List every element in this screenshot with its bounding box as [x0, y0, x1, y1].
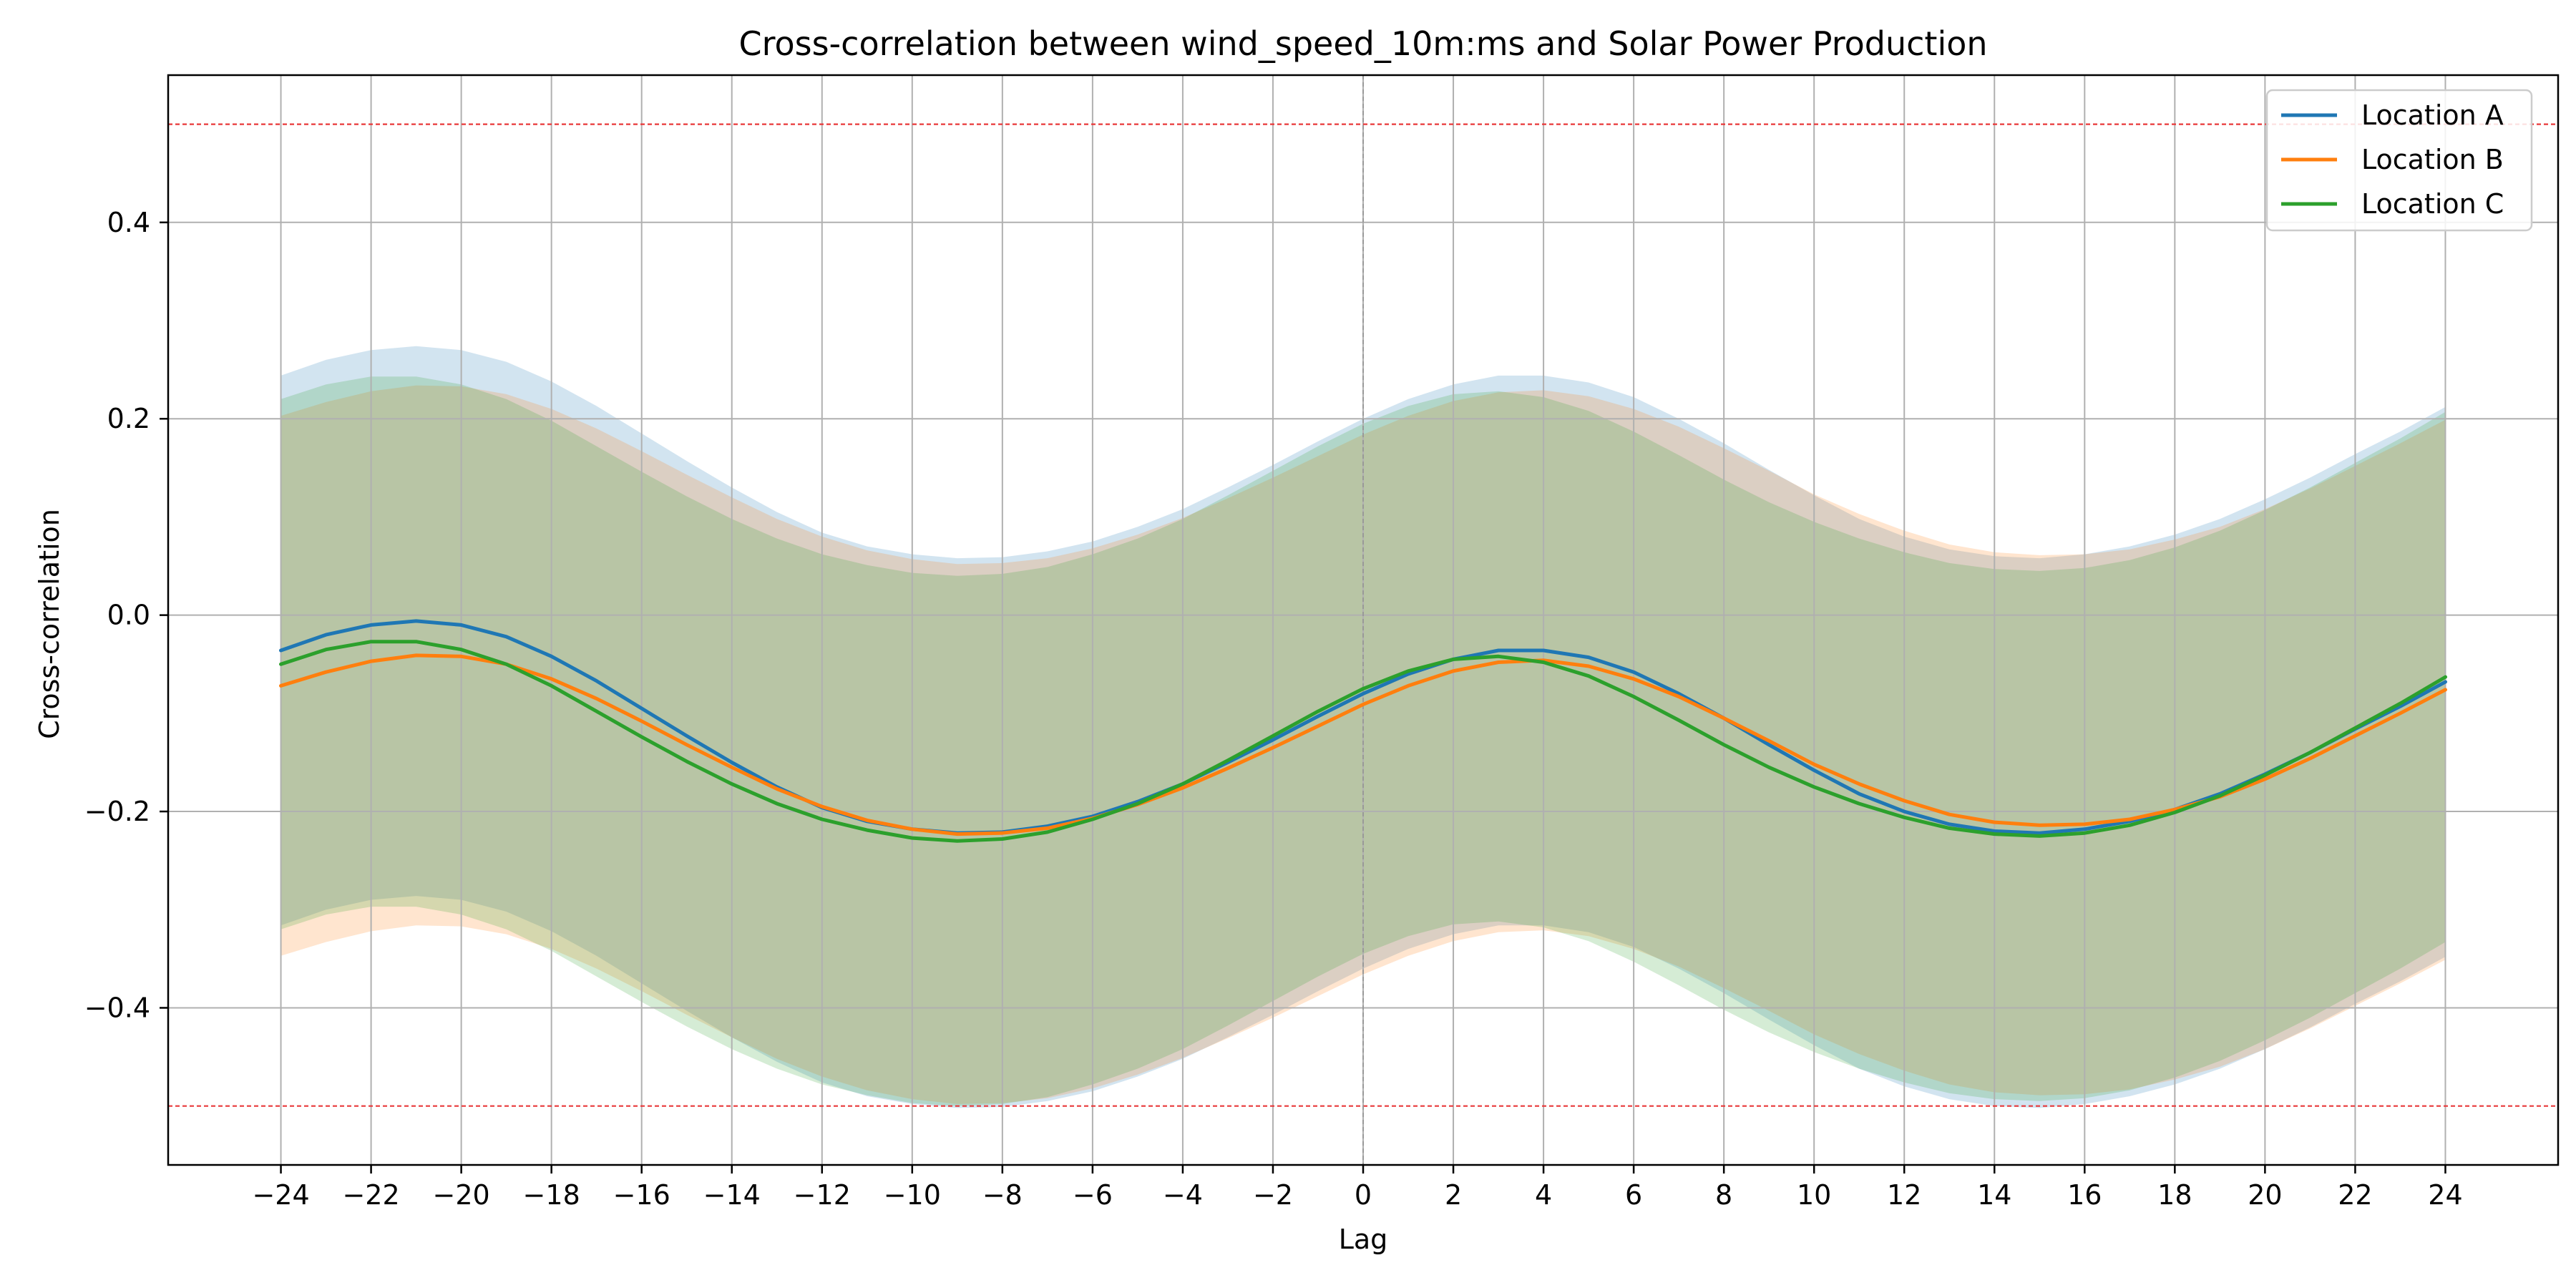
- y-tick-label: 0.0: [107, 600, 150, 631]
- x-tick-label: 24: [2428, 1179, 2462, 1211]
- x-tick-label: 22: [2338, 1179, 2372, 1211]
- x-axis-title: Lag: [1339, 1224, 1388, 1255]
- series-line-1: [279, 619, 2447, 835]
- x-tick-label: −24: [252, 1179, 309, 1211]
- reference-lines: [168, 75, 2558, 1165]
- series-lines: [279, 619, 2447, 843]
- y-axis-title: Cross-correlation: [34, 509, 65, 739]
- x-tick-label: −6: [1073, 1179, 1113, 1211]
- series-line-2: [279, 653, 2447, 836]
- x-tick-label: −2: [1253, 1179, 1293, 1211]
- legend-label-3: Location C: [2361, 188, 2504, 220]
- x-tick-label: 20: [2248, 1179, 2282, 1211]
- x-tick-label: −14: [703, 1179, 761, 1211]
- x-tick-label: 2: [1445, 1179, 1462, 1211]
- x-tick-label: −16: [613, 1179, 670, 1211]
- x-tick-label: −4: [1163, 1179, 1203, 1211]
- x-tick-label: −8: [982, 1179, 1023, 1211]
- x-tick-label: −22: [342, 1179, 399, 1211]
- x-tick-label: −18: [523, 1179, 580, 1211]
- y-tick-label: 0.4: [107, 207, 150, 238]
- x-tick-label: 0: [1355, 1179, 1372, 1211]
- x-tick-label: 8: [1715, 1179, 1732, 1211]
- y-tick-label: 0.2: [107, 403, 150, 434]
- grid-lines: [168, 75, 2558, 1165]
- x-tick-label: 12: [1887, 1179, 1921, 1211]
- chart-title: Cross-correlation between wind_speed_10m…: [738, 24, 1987, 63]
- x-axis-ticks: −24 −22 −20 −18 −16 −14 −12 −10 −8 −6 −4 −2 0 2 4 6 8 10 1…: [252, 1165, 2463, 1211]
- x-tick-label: 14: [1977, 1179, 2011, 1211]
- series-line-3: [279, 640, 2447, 843]
- x-tick-label: 16: [2067, 1179, 2102, 1211]
- x-tick-label: −20: [433, 1179, 490, 1211]
- y-axis-ticks: −0.4 −0.2 0.0 0.2 0.4: [84, 207, 168, 1023]
- legend-label-1: Location A: [2361, 99, 2504, 131]
- x-tick-label: −10: [884, 1179, 941, 1211]
- x-tick-label: 4: [1535, 1179, 1552, 1211]
- x-tick-label: 10: [1797, 1179, 1831, 1211]
- legend: Location A Location B Location C: [2265, 89, 2533, 232]
- x-tick-label: 18: [2157, 1179, 2192, 1211]
- y-tick-label: −0.4: [84, 992, 150, 1023]
- x-tick-label: 6: [1625, 1179, 1642, 1211]
- y-tick-label: −0.2: [84, 796, 150, 827]
- legend-label-2: Location B: [2361, 144, 2504, 175]
- legend-box: [2265, 89, 2533, 232]
- x-tick-label: −12: [794, 1179, 851, 1211]
